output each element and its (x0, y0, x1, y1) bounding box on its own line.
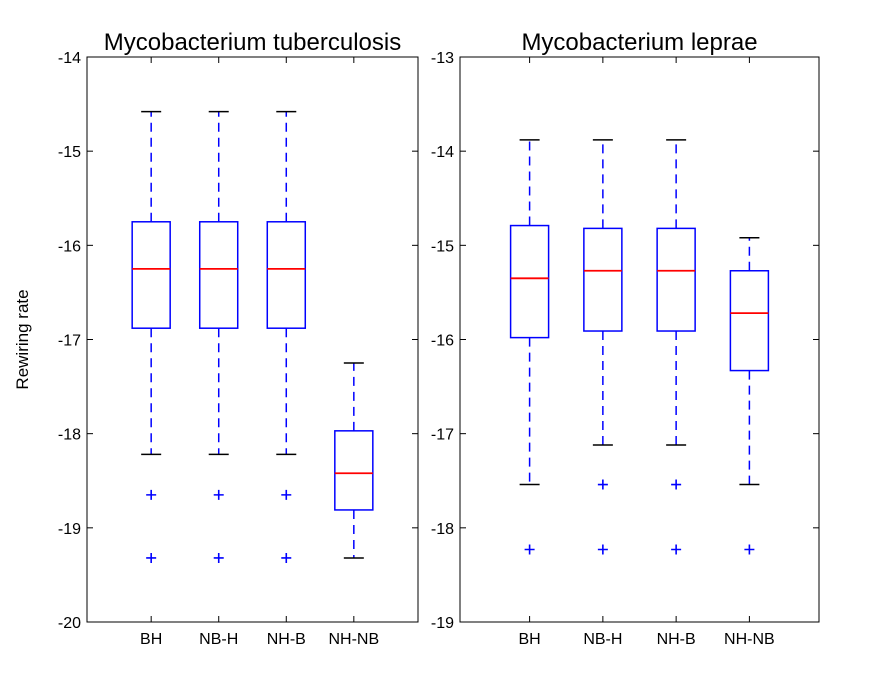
box-iqr (583, 227, 623, 332)
x-tick-label: BH (140, 631, 162, 648)
plot-frame-0 (86, 56, 419, 623)
y-tick-label: -15 (58, 144, 81, 161)
outlier-marker (146, 489, 157, 500)
y-tick-label: -17 (58, 333, 81, 350)
x-tick-label: NH-B (657, 631, 696, 648)
y-tick-label: -15 (431, 238, 454, 255)
y-tick-label: -18 (431, 521, 454, 538)
x-tick-label: NH-B (267, 631, 306, 648)
outlier-marker (744, 544, 755, 555)
y-tick-label: -16 (58, 238, 81, 255)
y-axis-label: Rewiring rate (13, 289, 32, 389)
y-tick-label: -14 (58, 50, 81, 67)
x-tick-label: NH-NB (724, 631, 775, 648)
chart-title-1: Mycobacterium leprae (521, 29, 757, 56)
x-tick-label: NB-H (583, 631, 622, 648)
outlier-marker (213, 489, 224, 500)
box-iqr (729, 270, 770, 372)
box-iqr (198, 221, 239, 329)
plot-frame-1 (459, 56, 820, 623)
outlier-marker (597, 479, 608, 490)
y-tick-label: -13 (431, 50, 454, 67)
box-iqr (334, 430, 374, 511)
x-tick-label: NB-H (199, 631, 238, 648)
outlier-marker (671, 544, 682, 555)
x-tick-label: BH (518, 631, 540, 648)
y-tick-label: -19 (431, 615, 454, 632)
outlier-marker (597, 544, 608, 555)
outlier-marker (671, 479, 682, 490)
box-iqr (509, 224, 550, 339)
outlier-marker (524, 544, 535, 555)
box-iqr (656, 227, 696, 332)
y-tick-label: -20 (58, 615, 81, 632)
y-tick-label: -18 (58, 427, 81, 444)
y-tick-label: -16 (431, 333, 454, 350)
x-tick-label: NH-NB (328, 631, 379, 648)
box-iqr (266, 221, 307, 329)
y-tick-label: -17 (431, 427, 454, 444)
chart-title-0: Mycobacterium tuberculosis (104, 29, 401, 56)
box-iqr (131, 221, 171, 329)
outlier-marker (213, 552, 224, 563)
y-tick-label: -14 (431, 144, 454, 161)
outlier-marker (281, 552, 292, 563)
outlier-marker (146, 552, 157, 563)
outlier-marker (281, 489, 292, 500)
y-tick-label: -19 (58, 521, 81, 538)
